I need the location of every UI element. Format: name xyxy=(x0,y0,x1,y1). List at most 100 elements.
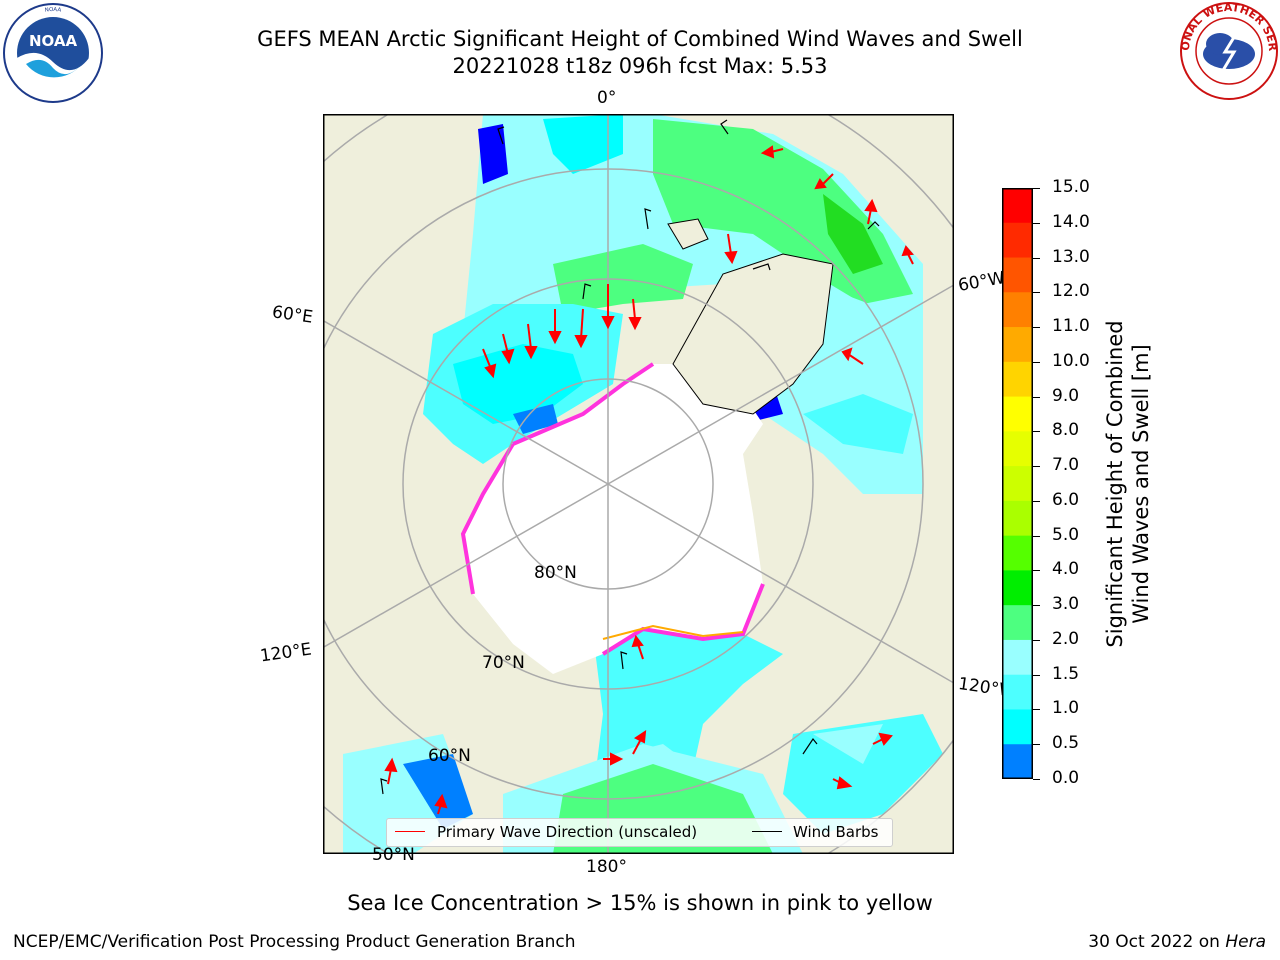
svg-text:NOAA: NOAA xyxy=(29,32,78,50)
legend-barb-label: Wind Barbs xyxy=(793,823,879,841)
colorbar-cell xyxy=(1002,674,1033,710)
colorbar-title-line1: Significant Height of Combined xyxy=(1103,320,1127,648)
map-frame xyxy=(323,114,954,854)
map-legend: Primary Wave Direction (unscaled) Wind B… xyxy=(386,818,893,847)
colorbar-tick-label: 1.5 xyxy=(1052,663,1080,684)
label-lon-120e: 120°E xyxy=(258,639,313,667)
colorbar-tick xyxy=(1033,744,1040,746)
svg-text:NOAA: NOAA xyxy=(44,7,61,14)
label-lon-60e: 60°E xyxy=(270,302,315,328)
caption: Sea Ice Concentration > 15% is shown in … xyxy=(347,891,933,915)
chart-title: GEFS MEAN Arctic Significant Height of C… xyxy=(257,27,1023,51)
footer-left: NCEP/EMC/Verification Post Processing Pr… xyxy=(13,932,576,952)
wave-zone-cyan xyxy=(543,114,623,174)
colorbar-cell xyxy=(1002,535,1033,571)
colorbar-tick xyxy=(1033,292,1040,294)
colorbar-tick-label: 4.0 xyxy=(1052,559,1080,580)
kara-sea xyxy=(453,344,583,424)
colorbar-cell xyxy=(1002,639,1033,676)
label-lat-80: 80°N xyxy=(534,563,577,583)
colorbar-tick xyxy=(1033,188,1040,189)
baltic-calm xyxy=(478,124,508,184)
wave-arrows xyxy=(384,145,914,815)
colorbar-tick-label: 13.0 xyxy=(1052,246,1090,267)
colorbar-tick-label: 5.0 xyxy=(1052,524,1080,545)
colorbar-tick-label: 1.0 xyxy=(1052,698,1080,719)
colorbar-tick xyxy=(1033,779,1040,780)
colorbar-tick xyxy=(1033,570,1040,572)
colorbar-tick xyxy=(1033,500,1040,502)
legend-primary-line xyxy=(395,831,425,832)
colorbar-cell xyxy=(1002,570,1033,606)
gulf-alaska-2 xyxy=(813,724,883,764)
colorbar-tick xyxy=(1033,396,1040,398)
colorbar-cell xyxy=(1002,188,1033,224)
graticule xyxy=(323,114,954,854)
arctic-wave-map xyxy=(323,114,954,854)
colorbar-tick xyxy=(1033,466,1040,468)
label-lat-70: 70°N xyxy=(482,653,525,673)
colorbar-title: Significant Height of Combined Wind Wave… xyxy=(1102,320,1154,647)
label-lat-60: 60°N xyxy=(428,746,471,766)
colorbar-tick-label: 11.0 xyxy=(1052,316,1090,337)
colorbar-tick-label: 7.0 xyxy=(1052,455,1080,476)
colorbar-tick-label: 2.0 xyxy=(1052,628,1080,649)
chart-subtitle: 20221028 t18z 096h fcst Max: 5.53 xyxy=(452,54,828,78)
colorbar-tick-label: 9.0 xyxy=(1052,385,1080,406)
wave-zone-deep-green xyxy=(823,194,883,274)
gulf-alaska xyxy=(783,714,943,834)
colorbar-tick-label: 0.0 xyxy=(1052,768,1080,788)
footer-host: Hera xyxy=(1225,932,1266,952)
svalbard xyxy=(667,218,709,250)
colorbar-tick-label: 0.5 xyxy=(1052,733,1080,754)
colorbar-cell xyxy=(1002,500,1033,537)
colorbar-tick-label: 12.0 xyxy=(1052,281,1090,302)
colorbar-cell xyxy=(1002,327,1033,363)
colorbar-cell xyxy=(1002,709,1033,745)
colorbar-cell xyxy=(1002,396,1033,432)
colorbar-tick-label: 15.0 xyxy=(1052,177,1090,197)
okhotsk-calm xyxy=(403,754,473,829)
nws-logo: NATIONAL WEATHER SERVICE xyxy=(1178,0,1279,100)
colorbar-tick xyxy=(1033,222,1040,224)
colorbar-cell xyxy=(1002,257,1033,293)
ice-edge-yellow xyxy=(602,624,744,640)
label-lon-60w: 60°W xyxy=(956,268,1007,296)
colorbar-tick xyxy=(1033,605,1040,607)
colorbar-tick xyxy=(1033,361,1040,363)
colorbar-tick xyxy=(1033,674,1040,676)
footer-date: 30 Oct 2022 on xyxy=(1088,932,1220,952)
colorbar-tick xyxy=(1033,709,1040,711)
colorbar-tick xyxy=(1033,431,1040,433)
colorbar-cell xyxy=(1002,361,1033,398)
colorbar-cell xyxy=(1002,431,1033,467)
colorbar-tick-label: 6.0 xyxy=(1052,489,1080,510)
colorbar-tick xyxy=(1033,327,1040,329)
colorbar-tick xyxy=(1033,257,1040,259)
greenland xyxy=(672,253,834,415)
colorbar-cell xyxy=(1002,222,1033,259)
label-lon-0: 0° xyxy=(597,88,617,108)
baffin-zone-2 xyxy=(803,394,913,454)
colorbar-tick xyxy=(1033,639,1040,641)
colorbar-cell xyxy=(1002,466,1033,502)
colorbar-cell xyxy=(1002,292,1033,328)
colorbar-tick-label: 10.0 xyxy=(1052,350,1090,371)
colorbar-tick-label: 3.0 xyxy=(1052,594,1080,615)
legend-primary-label: Primary Wave Direction (unscaled) xyxy=(437,823,698,841)
wind-barbs xyxy=(380,119,880,795)
colorbar-cell xyxy=(1002,744,1033,779)
legend-barb-line xyxy=(752,831,782,832)
colorbar-title-line2: Wind Waves and Swell [m] xyxy=(1129,344,1153,624)
colorbar xyxy=(1002,188,1033,779)
noaa-logo: NOAA NOAA xyxy=(3,3,103,103)
colorbar-cell xyxy=(1002,605,1033,641)
footer-right: 30 Oct 2022 on Hera xyxy=(1088,932,1266,952)
label-lat-50: 50°N xyxy=(372,845,415,865)
colorbar-tick xyxy=(1033,535,1040,537)
colorbar-tick-label: 14.0 xyxy=(1052,211,1090,232)
calm-zone xyxy=(513,404,558,434)
label-lon-180: 180° xyxy=(586,857,627,877)
sea-ice xyxy=(463,364,763,674)
colorbar-tick-label: 8.0 xyxy=(1052,420,1080,441)
